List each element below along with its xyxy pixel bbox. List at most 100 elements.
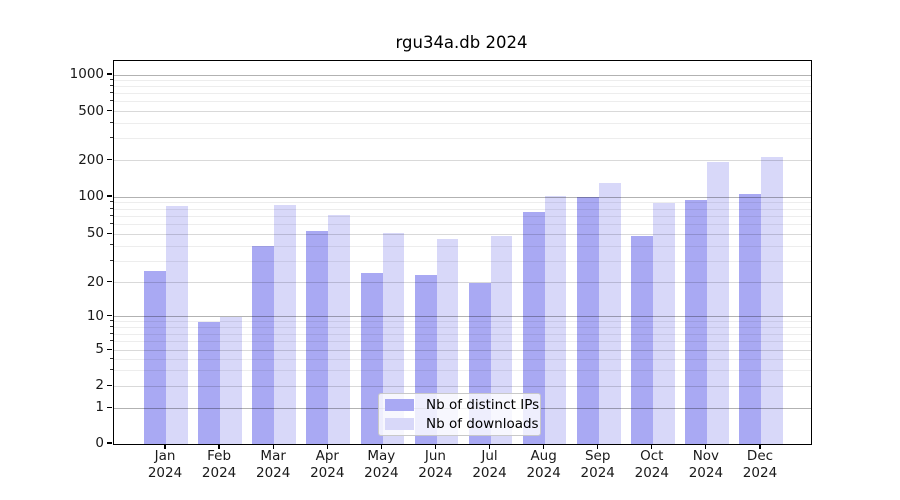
x-label-year: 2024	[418, 464, 453, 481]
x-tick-label-jan: Jan 2024	[133, 448, 197, 481]
y-minor-tick-30	[110, 259, 113, 261]
x-label-year: 2024	[364, 464, 399, 481]
y-minor-tick-400	[110, 121, 113, 123]
bar-downloads-jan	[166, 205, 188, 444]
x-label-month: Dec	[746, 448, 774, 464]
x-label-year: 2024	[688, 464, 724, 481]
bar-downloads-aug	[544, 196, 567, 444]
x-tick-label-jul: Jul 2024	[458, 448, 522, 481]
legend: Nb of distinct IPs Nb of downloads	[378, 393, 541, 436]
y-minor-tick-90	[110, 201, 113, 203]
y-tick-10	[107, 315, 112, 317]
x-label-year: 2024	[255, 464, 291, 481]
x-label-month: Feb	[207, 448, 232, 464]
bar-ips-oct	[631, 236, 653, 444]
bar-downloads-jun	[436, 238, 459, 444]
y-minor-tick-7	[110, 332, 113, 334]
gridline-minor-60	[114, 223, 811, 225]
y-minor-tick-40	[110, 244, 113, 246]
y-tick-1000	[107, 73, 112, 75]
gridline-1000	[114, 74, 811, 76]
y-tick-5	[107, 348, 112, 350]
legend-label-distinct-ips: Nb of distinct IPs	[426, 397, 540, 414]
y-tick-50	[107, 232, 112, 234]
x-tick-dec	[759, 444, 761, 450]
gridline-minor-300	[114, 138, 811, 140]
y-tick-label-10: 10	[86, 307, 104, 324]
y-tick-label-2: 2	[95, 377, 104, 394]
x-label-month: Sep	[584, 448, 611, 464]
x-label-month: Oct	[640, 448, 664, 464]
gridline-minor-30	[114, 260, 811, 262]
y-minor-tick-70	[110, 214, 113, 216]
y-minor-tick-3	[110, 369, 113, 371]
bar-ips-apr	[306, 231, 329, 444]
x-tick-mar	[272, 444, 274, 450]
y-tick-label-20: 20	[86, 273, 104, 290]
bar-downloads-may	[382, 233, 405, 444]
x-tick-label-jun: Jun 2024	[403, 448, 467, 481]
y-tick-200	[107, 158, 112, 161]
bar-ips-may	[360, 272, 383, 444]
bar-downloads-sep	[598, 183, 621, 444]
x-tick-label-mar: Mar 2024	[241, 448, 305, 481]
y-minor-tick-80	[110, 207, 113, 209]
x-label-year: 2024	[526, 464, 561, 481]
bar-downloads-apr	[328, 214, 351, 444]
gridline-minor-40	[114, 245, 811, 247]
gridline-10	[114, 316, 811, 318]
x-tick-nov	[705, 444, 707, 450]
x-tick-label-sep: Sep 2024	[566, 448, 630, 481]
x-label-year: 2024	[634, 464, 669, 481]
x-label-month: Nov	[692, 448, 720, 464]
x-tick-jan	[164, 444, 166, 450]
gridline-minor-4	[114, 358, 811, 360]
y-minor-tick-4	[110, 357, 113, 359]
bar-ips-feb	[198, 321, 221, 444]
y-tick-500	[107, 109, 112, 112]
y-tick-label-100: 100	[78, 188, 104, 205]
gridline-500	[114, 111, 811, 113]
legend-swatch-downloads	[385, 417, 414, 430]
y-tick-0	[107, 442, 112, 444]
gridline-50	[114, 233, 811, 235]
x-tick-aug	[543, 444, 545, 450]
bar-downloads-feb	[220, 316, 242, 444]
gridline-5	[114, 349, 811, 351]
gridline-minor-9	[114, 321, 811, 323]
y-tick-label-200: 200	[78, 151, 104, 168]
y-minor-tick-6	[110, 340, 113, 342]
x-tick-label-apr: Apr 2024	[295, 448, 359, 481]
x-label-month: Mar	[260, 448, 286, 464]
bar-downloads-mar	[274, 204, 296, 444]
x-label-month: May	[367, 448, 396, 464]
gridline-200	[114, 160, 811, 162]
bar-downloads-nov	[707, 161, 729, 444]
x-label-month: Jul	[481, 448, 498, 464]
legend-item-downloads: Nb of downloads	[385, 416, 539, 433]
x-label-month: Jan	[154, 448, 176, 464]
x-tick-jun	[434, 444, 437, 450]
bar-downloads-oct	[653, 202, 675, 444]
x-label-year: 2024	[472, 464, 507, 481]
legend-swatch-distinct-ips	[385, 399, 414, 412]
x-label-year: 2024	[147, 464, 183, 481]
gridline-minor-7	[114, 333, 811, 335]
gridline-minor-6	[114, 341, 811, 343]
x-label-month: Aug	[530, 448, 557, 464]
y-minor-tick-9	[110, 320, 113, 322]
x-tick-label-feb: Feb 2024	[187, 448, 251, 481]
gridline-minor-800	[114, 86, 811, 88]
legend-label-downloads: Nb of downloads	[426, 415, 539, 432]
x-tick-label-may: May 2024	[349, 448, 413, 481]
bar-ips-mar	[252, 246, 275, 444]
y-minor-tick-700	[110, 92, 113, 94]
bar-downloads-dec	[761, 156, 783, 444]
bar-ips-dec	[739, 193, 762, 444]
y-minor-tick-600	[110, 100, 113, 102]
y-minor-tick-8	[110, 326, 113, 328]
gridline-minor-600	[114, 101, 811, 103]
x-tick-label-oct: Oct 2024	[620, 448, 684, 481]
x-tick-label-dec: Dec 2024	[728, 448, 792, 481]
x-label-month: Jun	[424, 448, 446, 464]
